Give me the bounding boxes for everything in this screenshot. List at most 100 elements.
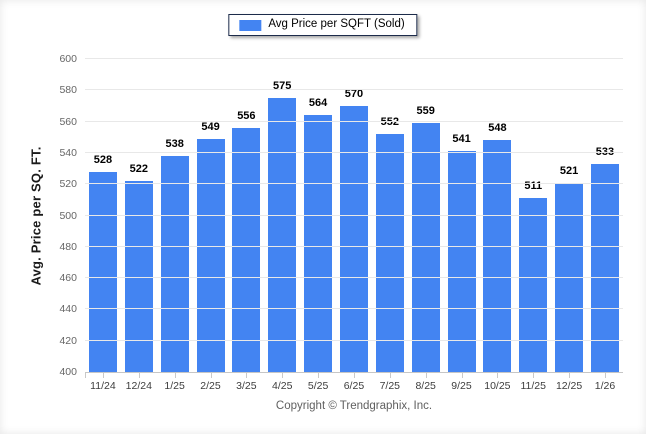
bar-value-label: 522 xyxy=(129,163,148,176)
gridline xyxy=(85,58,623,59)
bar-value-label: 533 xyxy=(595,145,615,158)
bar-value-label: 575 xyxy=(273,80,292,93)
y-tick-label: 540 xyxy=(59,146,77,159)
bar-value-label: 559 xyxy=(416,105,435,118)
bar-slot-10-25: 548 10/25 xyxy=(479,60,515,392)
y-tick-label: 460 xyxy=(59,272,77,285)
legend-swatch-avg-price xyxy=(239,19,262,31)
bar-slot-11-25: 511 11/25 xyxy=(515,60,551,392)
x-tick-label: 1/25 xyxy=(164,380,185,392)
y-tick-label: 500 xyxy=(59,209,77,222)
bar-slot-2-25: 549 2/25 xyxy=(193,60,229,392)
x-tick-label: 10/25 xyxy=(484,380,511,392)
bar-10-25[interactable] xyxy=(483,140,512,372)
x-tick-label: 4/25 xyxy=(272,380,293,392)
bar-slot-11-24: 528 11/24 xyxy=(85,60,121,392)
bar-value-label: 556 xyxy=(237,109,256,122)
bar-2-25[interactable] xyxy=(196,138,225,372)
x-tick-label: 7/25 xyxy=(379,380,401,392)
bar-slot-3-25: 556 3/25 xyxy=(228,60,264,392)
copyright-text: Copyright © Trendgraphix, Inc. xyxy=(275,400,433,412)
bar-1-26[interactable] xyxy=(590,163,619,372)
x-axis-tick xyxy=(533,373,535,378)
bar-4-25[interactable] xyxy=(268,98,297,372)
y-tick-label: 520 xyxy=(59,178,77,191)
bar-value-label: 538 xyxy=(165,138,184,151)
x-axis-tick xyxy=(318,373,320,378)
bar-slot-8-25: 559 8/25 xyxy=(408,60,444,392)
plot-area: 528 11/24 522 12/24 538 1/25 549 2/25 556 3/25 575… xyxy=(59,53,623,392)
x-axis-tick xyxy=(282,373,284,378)
x-tick-label: 11/24 xyxy=(90,380,116,392)
bar-value-label: 548 xyxy=(488,122,507,135)
gridline xyxy=(85,339,623,341)
bar-slot-7-25: 552 7/25 xyxy=(372,60,408,392)
x-axis-tick xyxy=(210,373,212,378)
bar-8-25[interactable] xyxy=(411,123,440,372)
bar-value-label: 549 xyxy=(201,120,220,133)
legend-label: Avg Price per SQFT (Sold) xyxy=(268,18,405,31)
x-axis-tick xyxy=(604,373,606,378)
x-axis-tick xyxy=(138,373,140,378)
bar-value-label: 552 xyxy=(380,116,399,129)
axis-origin-tick xyxy=(85,373,86,378)
bar-slot-12-24: 522 12/24 xyxy=(121,60,157,392)
gridline xyxy=(85,89,623,91)
x-axis-tick xyxy=(174,373,176,378)
bar-value-label: 528 xyxy=(93,153,113,166)
y-tick-label: 600 xyxy=(59,53,77,65)
y-tick-label: 440 xyxy=(59,303,77,316)
x-tick-label: 12/24 xyxy=(125,380,152,392)
bar-value-label: 511 xyxy=(524,180,543,193)
bar-value-label: 564 xyxy=(308,97,328,110)
x-tick-label: 1/26 xyxy=(594,380,616,392)
gridline xyxy=(85,308,623,310)
bar-slot-1-26: 533 1/26 xyxy=(587,60,623,392)
x-tick-label: 8/25 xyxy=(415,380,436,392)
x-axis-tick xyxy=(389,373,391,378)
gridline xyxy=(85,183,623,185)
x-tick-label: 12/25 xyxy=(555,380,583,392)
bar-5-25[interactable] xyxy=(304,115,333,372)
bar-value-label: 541 xyxy=(452,133,471,146)
bar-3-25[interactable] xyxy=(232,127,261,372)
bar-slot-6-25: 570 6/25 xyxy=(336,60,372,392)
y-tick-label: 400 xyxy=(59,366,77,378)
x-tick-label: 3/25 xyxy=(236,380,257,392)
y-tick-label: 480 xyxy=(59,240,77,253)
x-axis-tick xyxy=(246,373,248,378)
bar-11-25[interactable] xyxy=(519,198,548,372)
gridline xyxy=(85,151,623,153)
bar-9-25[interactable] xyxy=(447,151,476,372)
gridline xyxy=(85,277,623,279)
y-tick-label: 420 xyxy=(59,334,77,347)
bar-1-25[interactable] xyxy=(160,156,189,372)
gridline xyxy=(85,214,623,216)
chart-legend: Avg Price per SQFT (Sold) xyxy=(228,14,418,36)
gridline xyxy=(85,245,623,247)
bar-11-24[interactable] xyxy=(88,171,117,372)
bar-slot-9-25: 541 9/25 xyxy=(444,60,480,392)
x-tick-label: 9/25 xyxy=(451,380,472,392)
x-axis-tick xyxy=(461,373,463,378)
bar-7-25[interactable] xyxy=(375,134,404,372)
bar-slot-12-25: 521 12/25 xyxy=(551,60,587,392)
x-axis-tick xyxy=(353,373,355,378)
bar-slot-1-25: 538 1/25 xyxy=(157,60,193,392)
x-axis-tick xyxy=(102,373,104,378)
x-tick-label: 6/25 xyxy=(343,380,365,392)
y-tick-label: 560 xyxy=(59,115,77,128)
x-axis-tick xyxy=(497,373,499,378)
x-tick-label: 2/25 xyxy=(200,380,221,392)
bar-6-25[interactable] xyxy=(339,105,368,372)
bar-slot-4-25: 575 4/25 xyxy=(264,60,300,392)
bars-row: 528 11/24 522 12/24 538 1/25 549 2/25 556 3/25 575… xyxy=(85,60,623,392)
bar-slot-5-25: 564 5/25 xyxy=(300,60,336,392)
bar-value-label: 570 xyxy=(344,87,364,100)
bar-value-label: 521 xyxy=(559,164,579,177)
x-axis-tick xyxy=(425,373,427,378)
x-axis-tick xyxy=(569,373,571,378)
x-tick-label: 11/25 xyxy=(520,380,546,392)
y-tick-label: 580 xyxy=(59,84,77,97)
